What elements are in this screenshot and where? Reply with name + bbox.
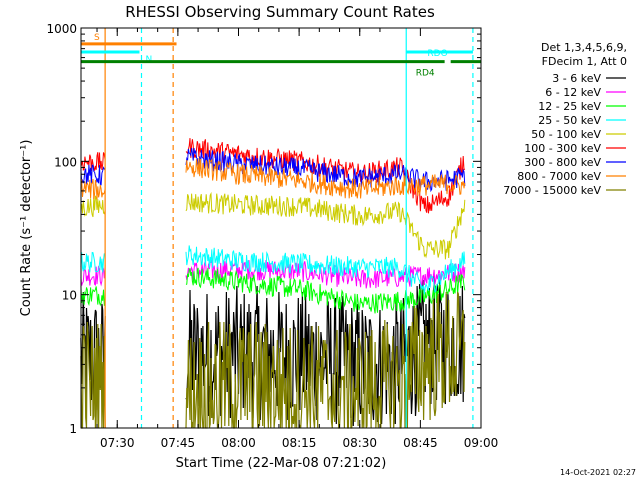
- x-axis-label: Start Time (22-Mar-08 07:21:02): [176, 456, 387, 471]
- y-tick-label: 1: [69, 422, 77, 436]
- series-line: [80, 195, 106, 218]
- legend-entry: 300 - 800 keV: [524, 156, 601, 169]
- y-axis-label: Count Rate (s⁻¹ detector⁻¹): [19, 140, 34, 317]
- y-tick-label: 100: [54, 155, 77, 169]
- series-line: [80, 152, 106, 172]
- x-tick-label: 08:15: [282, 436, 317, 450]
- overlay-layer: S N RD4 RDO: [81, 28, 481, 428]
- x-tick-label: 08:45: [403, 436, 438, 450]
- legend-entry: 25 - 50 keV: [538, 114, 601, 127]
- legend-entry: 6 - 12 keV: [545, 86, 601, 99]
- series-line: [185, 291, 466, 429]
- y-tick-label: 10: [62, 289, 77, 303]
- timestamp: 14-Oct-2021 02:27: [560, 468, 636, 477]
- series-line: [185, 157, 466, 199]
- plot-frame: [80, 27, 482, 429]
- legend-entry: 3 - 6 keV: [552, 72, 601, 85]
- series-line: [185, 267, 466, 314]
- x-tick-label: 07:30: [100, 436, 135, 450]
- series-line: [80, 286, 106, 307]
- legend: Det 1,3,4,5,6,9,FDecim 1, Att 0 3 - 6 keV…: [503, 41, 627, 197]
- annotation-label: RDO: [427, 49, 447, 59]
- axis-layer: 07:30 07:45 08:00 08:15 08:30 08:45 09:00 1 10 10…: [46, 22, 498, 450]
- x-tick-label: 08:00: [221, 436, 256, 450]
- series-line: [185, 245, 466, 295]
- legend-entry: 100 - 300 keV: [524, 142, 601, 155]
- legend-entry: 50 - 100 keV: [531, 128, 601, 141]
- series-line: [185, 275, 466, 427]
- x-tick-label: 08:30: [342, 436, 377, 450]
- y-tick-label: 1000: [46, 22, 77, 36]
- legend-entry: 7000 - 15000 keV: [503, 184, 601, 197]
- chart-title: RHESSI Observing Summary Count Rates: [125, 3, 435, 21]
- legend-entry: 12 - 25 keV: [538, 100, 601, 113]
- series-line: [80, 321, 106, 429]
- annotation-label: S: [94, 33, 100, 43]
- plot-content: [80, 138, 466, 429]
- annotation-label: RD4: [416, 69, 435, 79]
- x-tick-label: 07:45: [161, 436, 196, 450]
- legend-entry: 800 - 7000 keV: [517, 170, 601, 183]
- series-line: [80, 251, 106, 273]
- legend-header: Det 1,3,4,5,6,9,: [541, 41, 627, 54]
- legend-header: FDecim 1, Att 0: [542, 55, 627, 68]
- annotation-label: N: [145, 55, 152, 65]
- series-line: [80, 164, 106, 186]
- x-tick-label: 09:00: [464, 436, 499, 450]
- series-line: [185, 191, 466, 260]
